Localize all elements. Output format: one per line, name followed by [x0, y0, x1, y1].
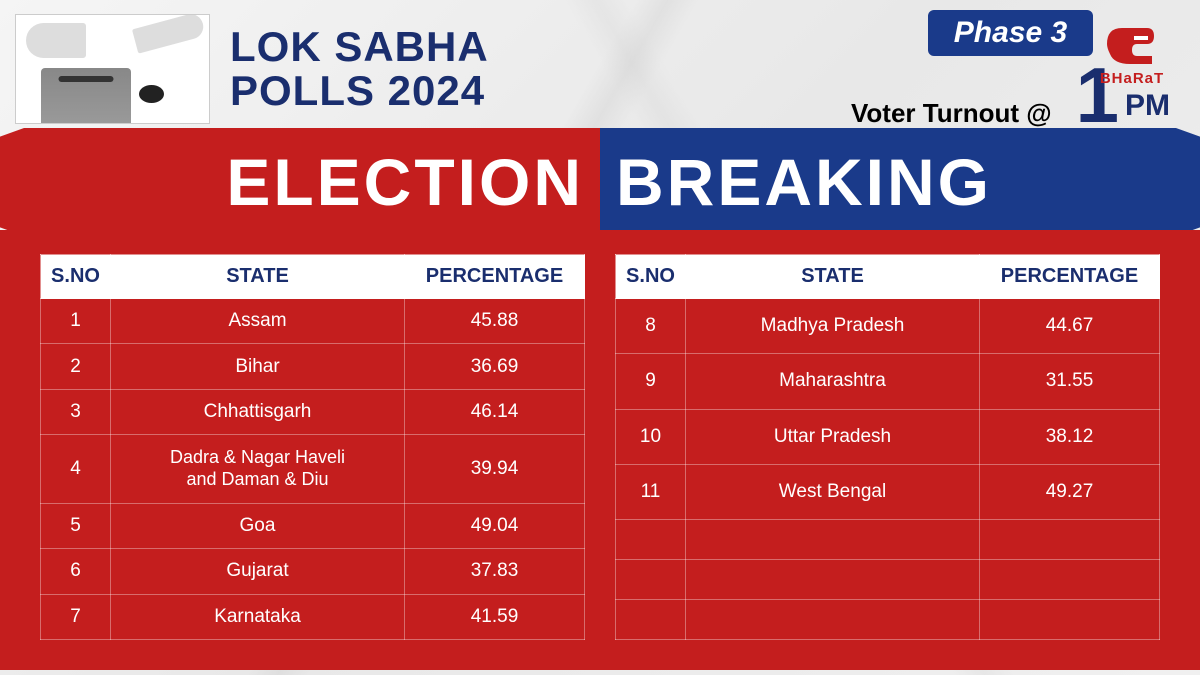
col-pct: PERCENTAGE [980, 255, 1160, 299]
table-row: 2Bihar36.69 [41, 344, 585, 389]
table-row: 1Assam45.88 [41, 299, 585, 344]
hand-right [132, 14, 206, 54]
cell-pct: 46.14 [405, 389, 585, 434]
cell-pct: 45.88 [405, 299, 585, 344]
cell-sno: 4 [41, 435, 111, 504]
cell-pct: 41.59 [405, 594, 585, 639]
cell-sno: 10 [616, 409, 686, 464]
table-row-empty [616, 560, 1160, 600]
table-row: 9Maharashtra31.55 [616, 354, 1160, 409]
cell-sno: 8 [616, 299, 686, 354]
logo-text: BHaRaT [1092, 70, 1172, 87]
cell-pct: 36.69 [405, 344, 585, 389]
table-row: 4Dadra & Nagar Haveliand Daman & Diu39.9… [41, 435, 585, 504]
cell-pct: 31.55 [980, 354, 1160, 409]
cell-state: Goa [111, 503, 405, 548]
header: LOK SABHA POLLS 2024 Phase 3 Voter Turno… [0, 0, 1200, 130]
logo-icon [1102, 20, 1162, 68]
cell-state: Uttar Pradesh [686, 409, 980, 464]
cell-sno: 2 [41, 344, 111, 389]
title-block: LOK SABHA POLLS 2024 [230, 25, 841, 113]
tables-container: S.NO STATE PERCENTAGE 1Assam45.882Bihar3… [0, 230, 1200, 670]
cell-pct: 44.67 [980, 299, 1160, 354]
turnout-label: Voter Turnout @ [851, 98, 1052, 129]
banner-left: ELECTION [0, 134, 600, 230]
cell-pct: 38.12 [980, 409, 1160, 464]
col-state: STATE [686, 255, 980, 299]
col-state: STATE [111, 255, 405, 299]
cell-sno: 11 [616, 464, 686, 519]
table-row: 5Goa49.04 [41, 503, 585, 548]
voting-illustration [15, 14, 210, 124]
cell-state: Maharashtra [686, 354, 980, 409]
channel-logo: BHaRaT [1092, 20, 1172, 87]
cell-state: Chhattisgarh [111, 389, 405, 434]
breaking-banner: ELECTION BREAKING [0, 134, 1200, 230]
cell-pct: 39.94 [405, 435, 585, 504]
table-row-empty [616, 600, 1160, 640]
cell-state: West Bengal [686, 464, 980, 519]
cell-state: Gujarat [111, 549, 405, 594]
main-title-line2: POLLS 2024 [230, 69, 841, 113]
phase-badge: Phase 3 [928, 10, 1093, 56]
cell-state: Karnataka [111, 594, 405, 639]
main-title-line1: LOK SABHA [230, 25, 841, 69]
turnout-table-left: S.NO STATE PERCENTAGE 1Assam45.882Bihar3… [40, 254, 585, 640]
cell-pct: 37.83 [405, 549, 585, 594]
cell-pct: 49.04 [405, 503, 585, 548]
cell-sno: 5 [41, 503, 111, 548]
table-row: 3Chhattisgarh46.14 [41, 389, 585, 434]
cell-sno: 1 [41, 299, 111, 344]
cell-state: Dadra & Nagar Haveliand Daman & Diu [111, 435, 405, 504]
table-row: 10Uttar Pradesh38.12 [616, 409, 1160, 464]
ink-pot [139, 85, 164, 103]
cell-state: Madhya Pradesh [686, 299, 980, 354]
cell-state: Assam [111, 299, 405, 344]
hand-left [26, 23, 86, 58]
col-sno: S.NO [41, 255, 111, 299]
cell-pct: 49.27 [980, 464, 1160, 519]
cell-state: Bihar [111, 344, 405, 389]
ballot-box [41, 68, 131, 123]
table-row-empty [616, 520, 1160, 560]
cell-sno: 3 [41, 389, 111, 434]
cell-sno: 7 [41, 594, 111, 639]
ballot-slot [59, 76, 114, 82]
table-row: 11West Bengal49.27 [616, 464, 1160, 519]
cell-sno: 9 [616, 354, 686, 409]
time-unit: PM [1125, 89, 1170, 123]
table-row: 6Gujarat37.83 [41, 549, 585, 594]
col-pct: PERCENTAGE [405, 255, 585, 299]
table-row: 7Karnataka41.59 [41, 594, 585, 639]
col-sno: S.NO [616, 255, 686, 299]
banner-right: BREAKING [600, 134, 1200, 230]
table-row: 8Madhya Pradesh44.67 [616, 299, 1160, 354]
turnout-table-right: S.NO STATE PERCENTAGE 8Madhya Pradesh44.… [615, 254, 1160, 640]
cell-sno: 6 [41, 549, 111, 594]
